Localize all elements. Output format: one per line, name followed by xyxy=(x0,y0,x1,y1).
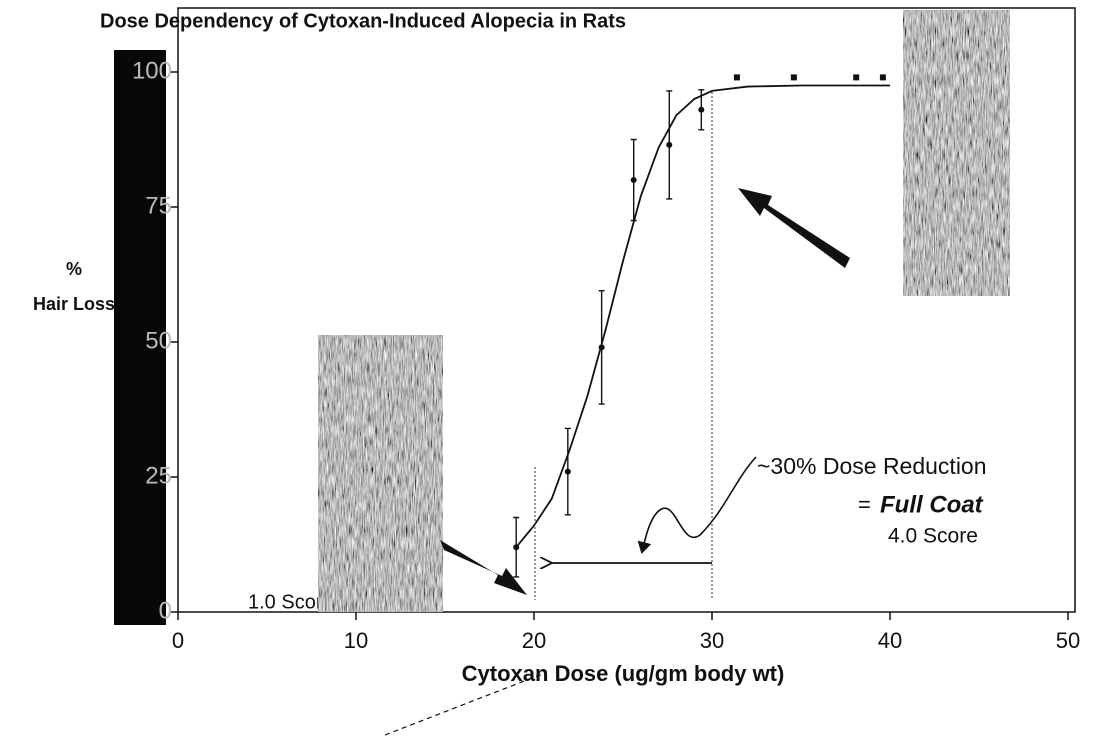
annotation: ~30% Dose Reduction xyxy=(757,453,987,479)
x-tick-label: 10 xyxy=(344,628,368,653)
annotation: Full Coat xyxy=(880,491,984,518)
point xyxy=(630,177,637,183)
point xyxy=(733,74,740,81)
photo-full-coat xyxy=(903,10,1010,296)
x-tick-label: 30 xyxy=(700,628,724,653)
y-axis-label: % xyxy=(66,259,82,279)
x-tick-label: 50 xyxy=(1056,628,1080,653)
squiggle-arrow xyxy=(637,456,757,554)
x-tick-label: 40 xyxy=(878,628,902,653)
thick-arrow xyxy=(738,188,850,268)
point xyxy=(698,106,705,113)
plot-frame xyxy=(177,7,1076,613)
y-axis-label: Hair Loss xyxy=(33,294,115,314)
annotation: 1.0 Score xyxy=(248,591,334,613)
x-tick-label: 20 xyxy=(522,628,546,653)
x-axis-label: Cytoxan Dose (ug/gm body wt) xyxy=(462,661,785,686)
fit-curve xyxy=(515,84,890,548)
thick-arrow xyxy=(440,540,527,595)
y-tick-label: 25 xyxy=(145,462,172,489)
y-tick-label: 75 xyxy=(145,192,172,219)
plot-layer: 0 10 20 30 40 50 0 25 50 75 100 xyxy=(132,57,1080,652)
annotation: 4.0 Score xyxy=(888,525,978,548)
point xyxy=(790,74,797,81)
y-tick-label: 0 xyxy=(159,597,172,624)
chart-title: Dose Dependency of Cytoxan-Induced Alope… xyxy=(100,10,626,32)
y-tick-label: 100 xyxy=(132,57,172,84)
point xyxy=(879,74,886,81)
photo-hair-loss xyxy=(318,335,443,612)
x-tick-label: 0 xyxy=(172,628,184,653)
point xyxy=(666,141,673,148)
point xyxy=(564,468,571,475)
y-axis-band xyxy=(114,50,166,625)
annotation: = xyxy=(858,492,871,517)
y-tick-label: 50 xyxy=(145,327,172,354)
dashed-pointer xyxy=(384,672,546,736)
point xyxy=(853,74,860,81)
